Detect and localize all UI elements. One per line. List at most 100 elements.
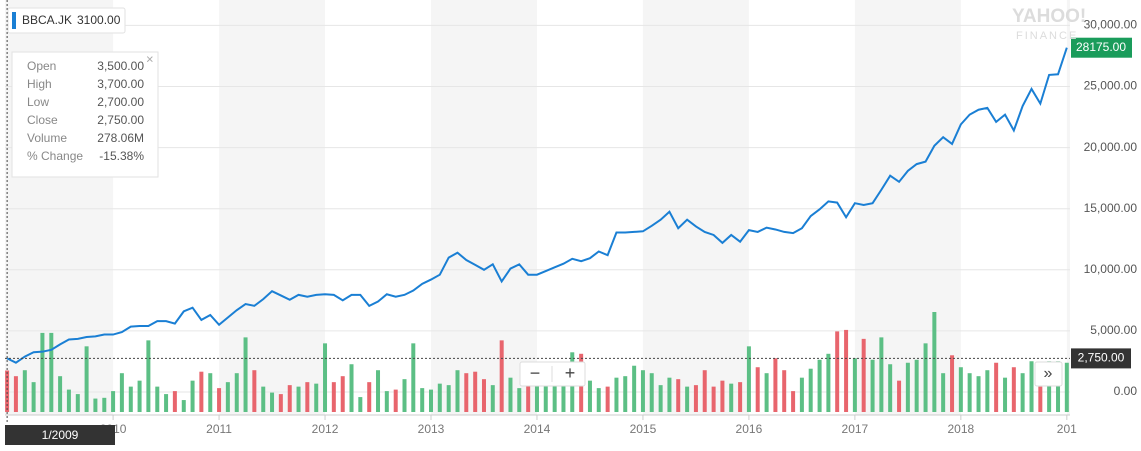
zoom-in[interactable]: + bbox=[565, 363, 576, 383]
volume-bar bbox=[146, 340, 151, 412]
volume-bar bbox=[561, 377, 566, 412]
volume-bar bbox=[888, 364, 893, 412]
volume-bar bbox=[499, 340, 504, 412]
volume-bar bbox=[738, 382, 743, 412]
x-tick-label: 2012 bbox=[312, 422, 339, 436]
volume-bar bbox=[808, 368, 813, 412]
volume-bar bbox=[923, 343, 928, 412]
volume-bar bbox=[720, 380, 725, 412]
volume-bar bbox=[526, 379, 531, 412]
volume-bar bbox=[490, 385, 495, 412]
volume-bar bbox=[1047, 361, 1052, 412]
volume-bar bbox=[861, 338, 866, 412]
volume-bar bbox=[31, 382, 36, 412]
volume-bar bbox=[932, 312, 937, 412]
volume-bar bbox=[84, 346, 89, 412]
volume-bar bbox=[543, 370, 548, 412]
volume-bar bbox=[473, 371, 478, 412]
volume bbox=[5, 312, 1069, 412]
volume-bar bbox=[420, 388, 425, 412]
volume-bar bbox=[402, 379, 407, 412]
volume-bar bbox=[429, 389, 433, 412]
volume-bar bbox=[614, 377, 619, 412]
volume-bar bbox=[897, 380, 902, 412]
volume-bar bbox=[685, 386, 690, 412]
volume-bar bbox=[278, 394, 283, 412]
volume-bar bbox=[49, 332, 54, 412]
year-band bbox=[642, 0, 749, 415]
volume-bar bbox=[270, 392, 275, 412]
tooltip-label: % Change bbox=[27, 149, 83, 163]
volume-bar bbox=[693, 385, 698, 412]
volume-bar bbox=[702, 370, 707, 412]
tooltip-label: Open bbox=[27, 59, 56, 73]
volume-bar bbox=[464, 373, 469, 412]
x-tick-label: 2016 bbox=[736, 422, 763, 436]
volume-bar bbox=[1011, 367, 1016, 412]
last-price-label: 28175.00 bbox=[1076, 40, 1126, 54]
x-tick-label: 2015 bbox=[630, 422, 657, 436]
volume-bar bbox=[1038, 386, 1043, 412]
volume-bar bbox=[552, 380, 557, 412]
volume-bar bbox=[632, 365, 637, 412]
scroll-right[interactable]: » bbox=[1044, 365, 1053, 382]
tooltip-value: 2,750.00 bbox=[97, 113, 144, 127]
watermark: YAHOO! bbox=[1012, 6, 1086, 27]
tooltip-close[interactable]: × bbox=[146, 51, 154, 66]
volume-bar bbox=[782, 370, 787, 412]
volume-bar bbox=[994, 362, 999, 412]
volume-bar bbox=[835, 331, 840, 412]
volume-bar bbox=[914, 359, 919, 412]
volume-bar bbox=[667, 377, 672, 412]
crosshair-y-label: 2,750.00 bbox=[1078, 351, 1125, 365]
volume-bar bbox=[1003, 377, 1008, 412]
x-tick-label: 2017 bbox=[842, 422, 869, 436]
x-tick-label: 2014 bbox=[524, 422, 551, 436]
volume-bar bbox=[623, 376, 628, 412]
volume-bar bbox=[217, 388, 222, 412]
overlay: YAHOO! FINANCE BBCA.JK 3100.00 × Open 3,5… bbox=[7, 6, 1086, 387]
scroll-button bbox=[1034, 361, 1063, 387]
year-band bbox=[1066, 0, 1070, 415]
zoom-out[interactable]: − bbox=[530, 363, 541, 383]
volume-bar bbox=[93, 398, 98, 412]
volume-bar bbox=[349, 364, 354, 412]
volume-bar bbox=[411, 343, 416, 412]
volume-bar bbox=[128, 386, 133, 412]
volume-bar bbox=[119, 373, 124, 412]
volume-bar bbox=[596, 388, 601, 412]
volume-bar bbox=[358, 397, 363, 412]
volume-bar bbox=[508, 377, 513, 412]
volume-bar bbox=[905, 362, 910, 412]
volume-bar bbox=[773, 358, 778, 412]
volume-bar bbox=[261, 386, 266, 412]
volume-bar bbox=[181, 400, 186, 412]
volume-bar bbox=[296, 386, 301, 412]
volume-bar bbox=[967, 373, 972, 412]
x-tick-label: 201 bbox=[1057, 422, 1077, 436]
volume-bar bbox=[1056, 361, 1061, 412]
volume-bar bbox=[481, 379, 486, 412]
volume-bar bbox=[764, 373, 769, 412]
volume-bar bbox=[976, 376, 981, 412]
volume-bar bbox=[676, 379, 681, 412]
y-tick-label: 10,000.00 bbox=[1084, 262, 1138, 276]
crosshair-x-box bbox=[5, 425, 115, 445]
volume-bar bbox=[252, 370, 257, 412]
year-band bbox=[854, 0, 961, 415]
volume-bar bbox=[314, 383, 319, 412]
volume-bar bbox=[799, 377, 804, 412]
volume-bar bbox=[66, 389, 71, 412]
tooltip-label: Low bbox=[27, 95, 49, 109]
volume-bar bbox=[517, 388, 522, 412]
crosshair-y-box bbox=[1071, 348, 1131, 369]
x-tick-label: 2018 bbox=[947, 422, 974, 436]
legend-name: BBCA.JK bbox=[22, 13, 72, 27]
volume-bar bbox=[534, 379, 539, 412]
x-tick-label: 2013 bbox=[418, 422, 445, 436]
tooltip-value: 2,700.00 bbox=[97, 95, 144, 109]
tooltip-value: 278.06M bbox=[97, 131, 144, 145]
volume-bar bbox=[384, 391, 389, 412]
tooltip-rows: Open 3,500.00 High 3,700.00 Low 2,700.00 Close… bbox=[27, 59, 144, 163]
